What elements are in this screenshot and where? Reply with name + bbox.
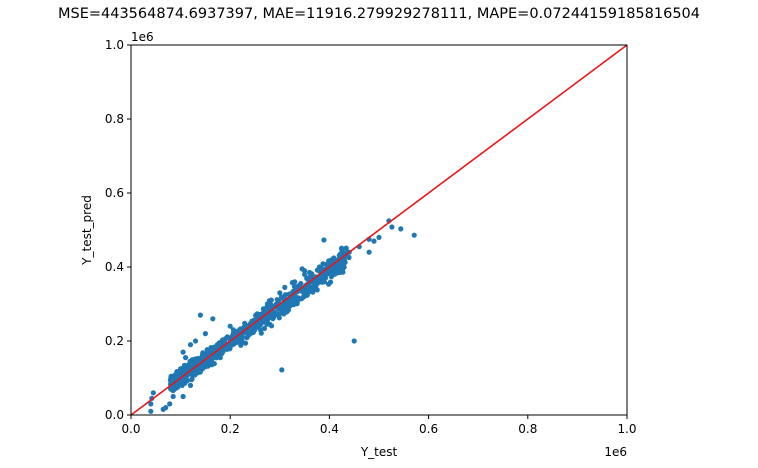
x-offset-label: 1e6 xyxy=(604,445,627,459)
x-axis-label: Y_test xyxy=(360,445,398,459)
y-tick-label: 0.2 xyxy=(105,334,124,348)
y-offset-label: 1e6 xyxy=(131,30,154,44)
y-tick-label: 0.6 xyxy=(105,186,124,200)
y-axis: 0.0 0.2 0.4 0.6 0.8 1.0 xyxy=(105,38,131,422)
x-tick-label: 0.0 xyxy=(121,422,140,436)
y-axis-label: Y_test_pred xyxy=(80,195,94,266)
chart-title: MSE=443564874.6937397, MAE=11916.2799292… xyxy=(57,6,700,22)
y-tick-label: 0.4 xyxy=(105,260,124,274)
axes-frame xyxy=(130,44,628,416)
x-tick-label: 0.4 xyxy=(320,422,339,436)
x-tick-label: 0.6 xyxy=(419,422,438,436)
y-tick-label: 0.0 xyxy=(105,408,124,422)
y-tick-label: 1.0 xyxy=(105,38,124,52)
x-tick-label: 0.2 xyxy=(221,422,240,436)
scatter-points xyxy=(148,218,417,414)
x-tick-label: 0.8 xyxy=(518,422,537,436)
x-tick-label: 1.0 xyxy=(617,422,636,436)
reference-line xyxy=(130,44,628,416)
y-tick-label: 0.8 xyxy=(105,112,124,126)
x-axis: 0.0 0.2 0.4 0.6 0.8 1.0 xyxy=(121,415,637,436)
